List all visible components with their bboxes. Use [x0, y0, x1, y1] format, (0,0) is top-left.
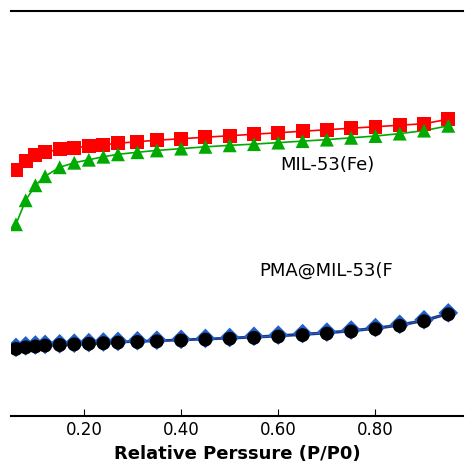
X-axis label: Relative Perssure (P/P0): Relative Perssure (P/P0)	[114, 445, 360, 463]
Point	[71, 159, 78, 166]
Point	[396, 121, 403, 129]
Point	[22, 197, 29, 204]
Point	[201, 335, 209, 342]
Point	[420, 127, 428, 135]
Point	[71, 341, 78, 348]
Point	[347, 134, 355, 142]
Point	[56, 341, 64, 349]
Point	[134, 337, 141, 345]
Point	[56, 340, 64, 347]
Point	[153, 337, 161, 344]
Point	[114, 337, 122, 345]
Text: MIL-53(Fe): MIL-53(Fe)	[280, 156, 374, 174]
Point	[85, 143, 92, 150]
Point	[396, 320, 403, 328]
Point	[153, 337, 161, 345]
Point	[85, 339, 92, 346]
Point	[274, 139, 282, 146]
Point	[41, 173, 49, 180]
Point	[274, 331, 282, 339]
Point	[445, 122, 452, 129]
Point	[71, 339, 78, 347]
Point	[134, 148, 141, 156]
Point	[372, 325, 379, 333]
Point	[22, 157, 29, 165]
Point	[71, 144, 78, 152]
Point	[274, 333, 282, 340]
Point	[12, 166, 20, 174]
Point	[12, 345, 20, 353]
Point	[85, 340, 92, 347]
Point	[347, 124, 355, 132]
Point	[177, 145, 185, 153]
Point	[114, 151, 122, 158]
Point	[22, 342, 29, 350]
Point	[250, 140, 258, 148]
Point	[372, 324, 379, 331]
Point	[226, 132, 234, 139]
Point	[445, 309, 452, 317]
Point	[250, 130, 258, 138]
Point	[177, 336, 185, 343]
Point	[226, 335, 234, 343]
Point	[347, 328, 355, 335]
Point	[372, 132, 379, 140]
Point	[226, 142, 234, 149]
Point	[100, 141, 107, 148]
Point	[153, 137, 161, 144]
Point	[347, 326, 355, 334]
Point	[114, 339, 122, 346]
Point	[226, 334, 234, 341]
Point	[100, 339, 107, 347]
Point	[201, 143, 209, 151]
Point	[396, 322, 403, 329]
Text: PMA@MIL-53(F: PMA@MIL-53(F	[260, 262, 393, 280]
Point	[41, 148, 49, 156]
Point	[12, 344, 20, 351]
Point	[41, 342, 49, 349]
Point	[22, 344, 29, 351]
Point	[250, 334, 258, 342]
Point	[323, 126, 331, 134]
Point	[372, 123, 379, 130]
Point	[85, 156, 92, 164]
Point	[299, 137, 306, 145]
Point	[299, 331, 306, 339]
Point	[32, 343, 39, 350]
Point	[445, 310, 452, 318]
Point	[177, 337, 185, 344]
Point	[445, 115, 452, 123]
Point	[420, 318, 428, 325]
Point	[134, 138, 141, 146]
Point	[323, 136, 331, 144]
Point	[100, 153, 107, 161]
Point	[56, 164, 64, 171]
Point	[299, 330, 306, 337]
Point	[420, 120, 428, 128]
Point	[274, 129, 282, 137]
Point	[12, 220, 20, 228]
Point	[32, 152, 39, 159]
Point	[420, 316, 428, 324]
Point	[56, 146, 64, 153]
Point	[201, 336, 209, 343]
Point	[32, 182, 39, 189]
Point	[32, 341, 39, 349]
Point	[250, 332, 258, 340]
Point	[100, 338, 107, 346]
Point	[299, 128, 306, 135]
Point	[114, 139, 122, 147]
Point	[323, 328, 331, 336]
Point	[153, 146, 161, 154]
Point	[177, 135, 185, 143]
Point	[41, 341, 49, 348]
Point	[201, 134, 209, 141]
Point	[396, 130, 403, 137]
Point	[323, 330, 331, 337]
Point	[134, 338, 141, 346]
